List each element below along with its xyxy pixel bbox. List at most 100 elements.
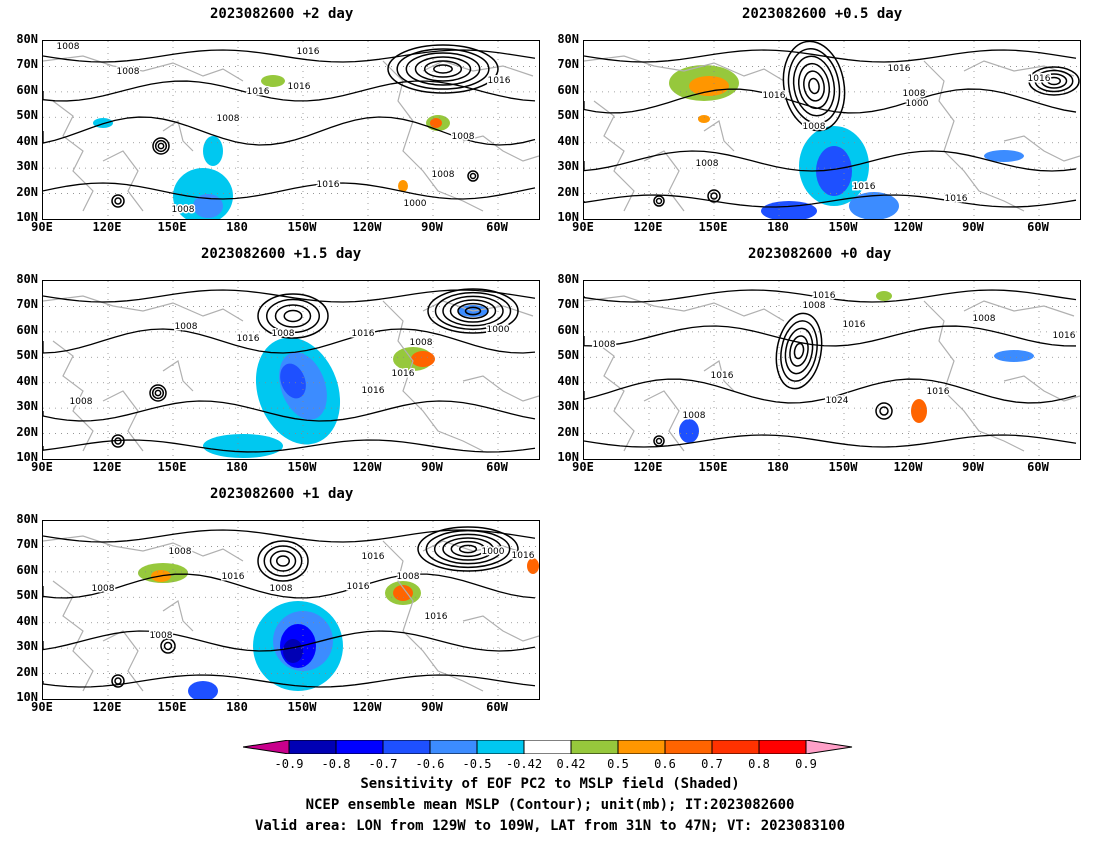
contour-label: 1016 — [237, 334, 260, 344]
mslp-contour — [469, 172, 477, 180]
lat-tick-label: 50N — [16, 348, 38, 363]
map-canvas: 1008 1008 1016 1016 1008 1016 1016 1000 1008 — [43, 281, 539, 459]
lat-tick-label: 30N — [16, 639, 38, 654]
colorbar-swatch — [758, 740, 807, 754]
colorbar-tick-label: 0.7 — [701, 757, 723, 771]
coastline — [102, 390, 144, 452]
lon-tick-label: 150W — [287, 220, 317, 234]
lat-tick-label: 50N — [557, 348, 579, 363]
contour-label: 1008 — [57, 42, 80, 52]
mslp-contour — [442, 537, 494, 561]
lat-tick-label: 20N — [16, 424, 38, 439]
lon-tick-label: 120W — [352, 220, 382, 234]
coastline — [382, 300, 484, 452]
coastline — [643, 390, 685, 452]
coastline — [462, 135, 539, 162]
coastline — [462, 375, 539, 402]
contour-label: 1024 — [826, 396, 849, 406]
lon-tick-label: 60W — [486, 460, 508, 474]
panel-title-p3: 2023082600 +1.5 day — [201, 246, 362, 262]
mslp-contour — [43, 630, 536, 652]
mslp-contour — [467, 170, 479, 182]
lat-tick-label: 60N — [16, 562, 38, 577]
mslp-contour — [434, 291, 512, 331]
contour-label: 1008 — [683, 411, 706, 421]
mslp-contour — [1028, 66, 1080, 96]
lat-tick-label: 40N — [557, 133, 579, 148]
sensitivity-shading — [193, 194, 223, 218]
mslp-contour — [149, 384, 167, 402]
mslp-contour — [458, 544, 478, 554]
contour-label: 1000 — [487, 325, 510, 335]
mslp-contour — [584, 150, 1077, 172]
contour-label: 1016 — [512, 551, 535, 561]
contour-label: 1016 — [888, 64, 911, 74]
mslp-contour — [43, 573, 536, 599]
lat-tick-label: 30N — [16, 399, 38, 414]
colorbar-tick-label: -0.6 — [415, 757, 445, 771]
lon-tick-label: 120W — [352, 700, 382, 714]
lat-tick-label: 10N — [557, 450, 579, 464]
contour-label: 1016 — [352, 329, 375, 339]
coastline — [52, 340, 94, 452]
lon-tick-label: 150E — [157, 220, 187, 234]
colorbar — [243, 740, 853, 754]
lat-tick-label: 70N — [557, 297, 579, 312]
colorbar-swatch — [429, 740, 478, 754]
lat-tick-label: 40N — [557, 373, 579, 388]
lat-tick-label: 10N — [557, 210, 579, 224]
sensitivity-shading — [994, 350, 1034, 362]
mslp-contour — [43, 116, 536, 146]
lat-tick-label: 50N — [16, 108, 38, 123]
sensitivity-shading — [261, 75, 285, 87]
sensitivity-shading — [430, 118, 442, 128]
colorbar-tick-label: -0.9 — [274, 757, 304, 771]
mslp-contour — [427, 288, 519, 334]
colorbar-swatch — [523, 740, 572, 754]
lon-tick-label: 90W — [421, 460, 443, 474]
lat-tick-label: 80N — [16, 32, 38, 46]
contour-label: 1016 — [927, 387, 950, 397]
contour-label: 1008 — [172, 205, 195, 215]
sensitivity-shading — [849, 192, 899, 219]
coastline — [584, 55, 785, 82]
lat-tick-label: 60N — [557, 322, 579, 337]
contour-label: 1016 — [813, 291, 836, 301]
contour-label: 1008 — [150, 631, 173, 641]
colorbar-swatch — [476, 740, 525, 754]
coastline — [43, 55, 244, 82]
mslp-contour — [154, 389, 162, 397]
mslp-contour — [797, 62, 831, 110]
mslp-contour — [157, 142, 165, 150]
lat-tick-label: 20N — [16, 664, 38, 679]
contour-label: 1008 — [593, 340, 616, 350]
mslp-contour — [405, 52, 481, 86]
coastline — [382, 60, 484, 212]
lon-tick-label: 90W — [962, 460, 984, 474]
mslp-contour — [425, 529, 511, 569]
lat-tick-label: 20N — [16, 184, 38, 199]
mslp-contour — [782, 41, 846, 132]
mslp-contour — [653, 435, 665, 447]
sensitivity-shading — [816, 146, 852, 196]
mslp-contour — [584, 378, 1077, 404]
mslp-contour — [584, 49, 1077, 63]
mslp-contour — [423, 60, 463, 78]
mslp-contour — [793, 342, 805, 360]
mslp-contour — [257, 540, 309, 582]
mslp-contour — [879, 406, 889, 416]
footer-line-3: Valid area: LON from 129W to 109W, LAT f… — [254, 818, 845, 834]
mslp-contour — [449, 299, 497, 323]
panel-title-p2: 2023082600 +0.5 day — [742, 6, 903, 22]
coastline — [102, 630, 144, 692]
lon-tick-label: 150E — [157, 460, 187, 474]
lon-tick-label: 150W — [828, 460, 858, 474]
mslp-contour — [43, 289, 536, 303]
lat-tick-label: 10N — [16, 450, 38, 464]
coastline — [52, 100, 94, 212]
lat-tick-label: 80N — [16, 512, 38, 526]
mslp-contour — [433, 533, 503, 565]
mslp-contour — [43, 182, 536, 200]
mslp-contour — [450, 540, 486, 558]
mslp-contour — [269, 550, 297, 572]
